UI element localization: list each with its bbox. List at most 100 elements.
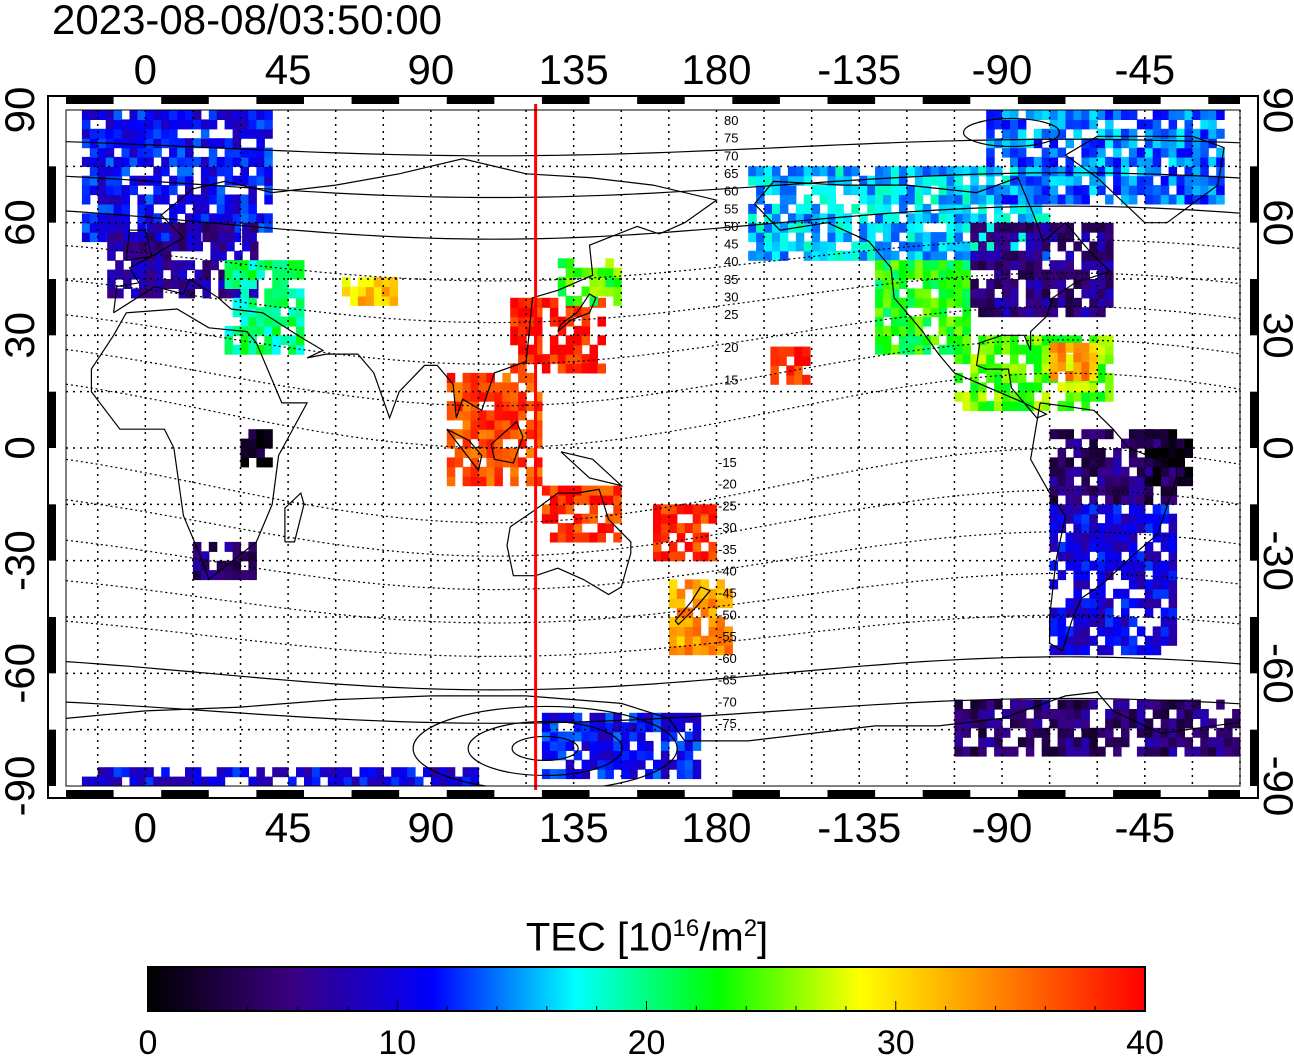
tec-cell: [154, 260, 164, 271]
tec-cell: [248, 213, 257, 224]
tec-cell: [1002, 241, 1011, 252]
tec-cell: [1002, 147, 1011, 158]
tec-cell: [256, 316, 265, 327]
tec-cell: [478, 391, 487, 402]
tec-cell: [676, 607, 686, 618]
tec-cell: [365, 295, 375, 306]
tec-cell: [629, 750, 638, 761]
tec-cell: [668, 523, 678, 534]
tec-cell: [970, 363, 979, 374]
border-bar: [1017, 96, 1066, 104]
tec-cell: [373, 295, 383, 306]
tec-cell: [319, 767, 329, 778]
tec-cell: [637, 722, 646, 733]
tec-cell: [272, 767, 281, 778]
tec-cell: [1128, 560, 1138, 571]
tec-cell: [1176, 699, 1185, 710]
tec-cell: [248, 185, 257, 196]
tec-cell: [922, 213, 932, 224]
tec-cell: [1041, 335, 1051, 346]
tec-cell: [1097, 241, 1106, 252]
tec-cell: [1097, 307, 1106, 318]
tec-cell: [613, 286, 622, 297]
tec-cell: [224, 541, 234, 552]
border-bar: [541, 96, 590, 104]
tec-cell: [1097, 429, 1106, 440]
tec-cell: [248, 147, 257, 158]
tec-cell: [716, 645, 725, 656]
tec-cell: [1097, 504, 1106, 515]
tec-cell: [1089, 342, 1098, 353]
tec-cell: [1002, 297, 1011, 308]
bottom-lon-tick-label: -135: [817, 804, 901, 851]
tec-cell: [1152, 513, 1162, 524]
tec-cell: [250, 288, 259, 299]
tec-cell: [922, 185, 932, 196]
tec-cell: [1176, 185, 1185, 196]
tec-cell: [153, 185, 162, 196]
tec-cell: [676, 626, 686, 637]
tec-cell: [1136, 147, 1146, 158]
tec-cell: [264, 166, 273, 177]
tec-cell: [1049, 232, 1059, 243]
tec-cell: [454, 410, 464, 421]
tec-cell: [218, 241, 227, 252]
tec-cell: [170, 279, 180, 289]
tec-cell: [1073, 541, 1082, 552]
tec-cell: [1105, 523, 1114, 534]
tec-cell: [1136, 718, 1146, 729]
tec-cell: [462, 776, 472, 786]
tec-cell: [502, 401, 511, 412]
tec-cell: [779, 241, 789, 252]
tec-cell: [1089, 532, 1098, 543]
tec-cell: [549, 297, 559, 308]
tec-cell: [240, 767, 249, 778]
tec-cell: [1081, 579, 1090, 590]
tec-cell: [660, 769, 670, 780]
tec-cell: [1128, 110, 1138, 120]
tec-cell: [1049, 156, 1059, 167]
tec-cell: [1121, 476, 1130, 487]
tec-cell: [1025, 232, 1035, 243]
tec-cell: [1097, 363, 1106, 374]
tec-cell: [486, 429, 495, 440]
tec-cell: [208, 570, 218, 581]
tec-cell: [462, 391, 472, 402]
top-lon-tick-label: -90: [972, 46, 1033, 93]
tec-cell: [970, 372, 979, 383]
tec-cell: [81, 138, 91, 149]
top-lon-tick-label: 180: [681, 46, 751, 93]
tec-cell: [1065, 401, 1074, 412]
tec-cell: [200, 203, 210, 214]
right-lat-tick-label: 0: [1255, 436, 1294, 459]
tec-cell: [557, 316, 567, 327]
tec-cell: [1097, 485, 1106, 496]
tec-cell: [1152, 110, 1162, 120]
tec-cell: [1010, 279, 1019, 289]
tec-cell: [819, 194, 829, 205]
tec-cell: [210, 250, 219, 261]
tec-cell: [708, 541, 717, 552]
tec-cell: [1010, 297, 1019, 308]
coastline: [1064, 135, 1225, 224]
tec-cell: [1073, 626, 1082, 637]
tec-cell: [922, 260, 932, 271]
tec-cell: [1033, 718, 1043, 729]
tec-cell: [1017, 232, 1027, 243]
tec-cell: [859, 222, 868, 233]
tec-cell: [891, 194, 900, 205]
tec-cell: [962, 391, 971, 402]
tec-cell: [1081, 523, 1090, 534]
tec-cell: [1033, 166, 1043, 177]
colorbar-tick-label: 20: [628, 1024, 666, 1057]
tec-cell: [1184, 466, 1193, 477]
tec-cell: [1168, 429, 1178, 440]
tec-cell: [1128, 709, 1138, 719]
tec-cell: [573, 731, 583, 742]
tec-cell: [557, 354, 567, 365]
tec-cell: [557, 750, 567, 761]
tec-cell: [248, 448, 257, 458]
tec-cell: [1073, 645, 1082, 656]
tec-cell: [692, 598, 702, 609]
tec-cell: [1057, 335, 1067, 346]
